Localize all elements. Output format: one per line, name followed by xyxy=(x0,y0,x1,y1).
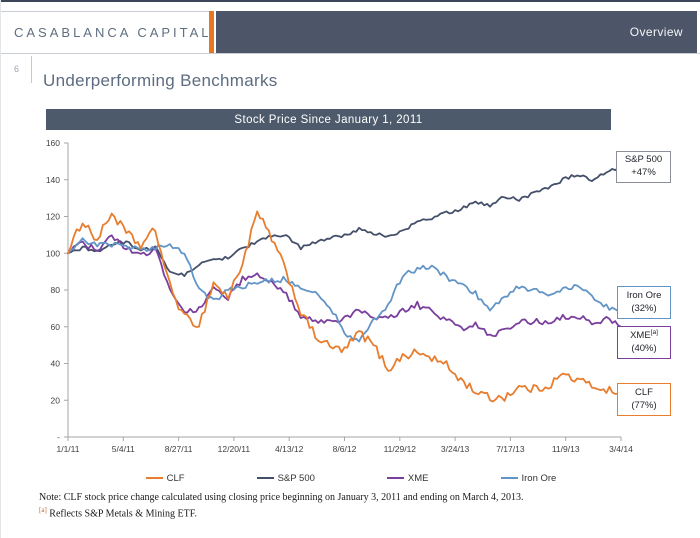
svg-text:160: 160 xyxy=(46,138,60,148)
header-underline xyxy=(1,53,700,54)
legend-item-iron-ore: Iron Ore xyxy=(500,472,557,484)
footnote-marker-a: [a] xyxy=(39,506,47,514)
stock-price-chart: 160 140 120 100 80 60 40 20 - 1/1/11 5/4/11 8/27/11… xyxy=(46,138,633,454)
title-divider xyxy=(31,56,32,83)
footnotes: Note: CLF stock price change calculated … xyxy=(39,491,639,520)
accent-stripe xyxy=(209,11,214,53)
company-logo: CASABLANCA CAPITAL xyxy=(14,25,212,40)
svg-text:100: 100 xyxy=(46,248,60,258)
svg-text:7/17/13: 7/17/13 xyxy=(496,444,525,454)
svg-text:20: 20 xyxy=(51,395,61,405)
legend-item-sp500: S&P 500 xyxy=(256,472,315,484)
svg-text:-: - xyxy=(57,432,60,442)
logo-area: CASABLANCA CAPITAL xyxy=(1,11,209,53)
svg-text:60: 60 xyxy=(51,322,61,332)
annotation-iron-ore-change: (32%) xyxy=(631,302,657,314)
footnote-marker: [a] xyxy=(650,329,658,337)
annotation-box-iron-ore: Iron Ore (32%) xyxy=(617,286,671,319)
svg-text:80: 80 xyxy=(51,285,61,295)
svg-text:8/6/12: 8/6/12 xyxy=(333,444,357,454)
footnote-line-1: Note: CLF stock price change calculated … xyxy=(39,492,524,503)
svg-text:140: 140 xyxy=(46,175,60,185)
svg-text:5/4/11: 5/4/11 xyxy=(112,444,135,454)
annotation-xme-name: XME[a] xyxy=(630,329,658,342)
svg-text:8/27/11: 8/27/11 xyxy=(165,444,193,454)
page-title: Underperforming Benchmarks xyxy=(43,71,278,90)
chart-title: Stock Price Since January 1, 2011 xyxy=(234,113,423,126)
annotation-clf-change: (77%) xyxy=(631,399,657,411)
annotation-sp500-change: +47% xyxy=(631,167,656,178)
legend-label-clf: CLF xyxy=(166,472,185,484)
annotation-xme-change: (40%) xyxy=(631,343,657,355)
legend-label-sp500: S&P 500 xyxy=(277,472,315,484)
legend-item-clf: CLF xyxy=(145,472,185,484)
svg-text:40: 40 xyxy=(51,359,61,369)
top-rule xyxy=(1,0,700,2)
sp500-line-swatch xyxy=(256,477,274,479)
chart-legend: CLF S&P 500 XME Iron Ore xyxy=(1,470,700,486)
xme-line-swatch xyxy=(386,477,404,479)
svg-text:12/20/11: 12/20/11 xyxy=(218,444,251,454)
annotation-clf-name: CLF xyxy=(635,386,653,398)
legend-label-xme: XME xyxy=(407,472,429,484)
legend-item-xme: XME xyxy=(386,472,429,484)
chart-title-banner: Stock Price Since January 1, 2011 xyxy=(46,109,611,130)
svg-text:11/9/13: 11/9/13 xyxy=(552,444,580,454)
svg-text:120: 120 xyxy=(46,212,60,222)
annotation-sp500-name: S&P 500 xyxy=(624,154,663,166)
header-bar: Overview xyxy=(216,11,697,53)
annotation-iron-ore-name: Iron Ore xyxy=(626,289,662,301)
nav-tab-overview[interactable]: Overview xyxy=(629,25,683,39)
svg-text:4/13/12: 4/13/12 xyxy=(275,444,304,454)
svg-text:3/4/14: 3/4/14 xyxy=(609,444,633,454)
slide-number: 6 xyxy=(14,64,20,74)
clf-line-swatch xyxy=(145,477,163,479)
iron-ore-line-swatch xyxy=(500,477,518,479)
annotation-box-xme: XME[a] (40%) xyxy=(617,326,671,359)
legend-label-iron-ore: Iron Ore xyxy=(521,472,557,484)
svg-text:1/1/11: 1/1/11 xyxy=(56,444,79,454)
svg-text:11/29/12: 11/29/12 xyxy=(384,444,417,454)
footnote-line-2: [a] Reflects S&P Metals & Mining ETF. xyxy=(39,506,197,520)
svg-text:3/24/13: 3/24/13 xyxy=(441,444,470,454)
annotation-box-clf: CLF (77%) xyxy=(617,383,671,416)
annotation-box-sp500: S&P 500 +47% xyxy=(616,151,671,183)
